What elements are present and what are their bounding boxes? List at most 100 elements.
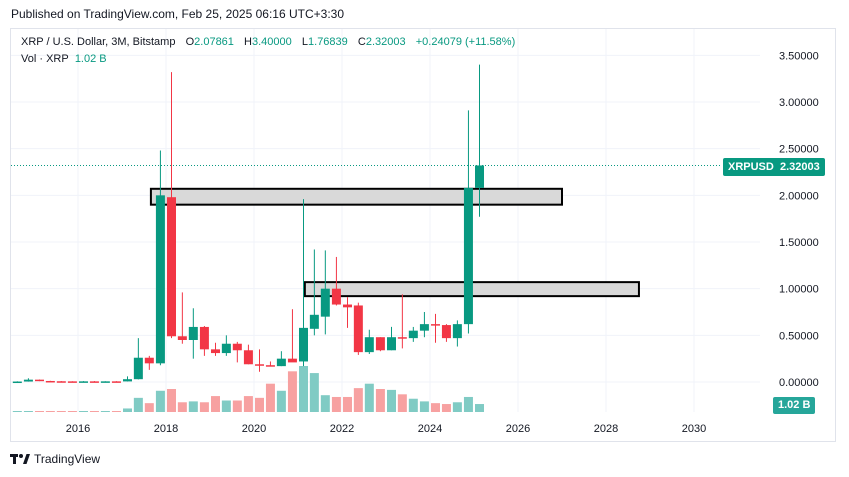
candle-body[interactable] [243,350,253,365]
low-label: L [301,36,309,48]
candles-layer [12,64,484,384]
candle-body[interactable] [45,380,55,383]
candle-body[interactable] [353,305,363,353]
candle-body[interactable] [100,381,110,383]
chart-legend: XRP / U.S. Dollar, 3M, Bitstamp O2.07861… [21,36,515,48]
volume-bar [12,411,22,412]
close-label: C [357,36,366,48]
volume-bar [397,394,407,412]
x-tick-label: 2024 [418,423,442,435]
x-tick-label: 2026 [506,423,530,435]
volume-bar [177,402,187,412]
candle-body[interactable] [419,324,429,331]
volume-bar [221,400,231,412]
volume-bar [211,396,220,412]
x-tick-label: 2028 [594,423,618,435]
low-value: 1.76839 [308,36,348,48]
candle-body[interactable] [265,365,275,367]
y-tick-label: 2.50000 [779,144,819,156]
x-tick-label: 2018 [154,423,178,435]
candle-body[interactable] [431,324,440,326]
volume-bar [265,383,275,412]
candle-body[interactable] [463,187,473,325]
candle-body[interactable] [23,379,33,382]
candle-body[interactable] [79,381,88,383]
volume-bar [441,404,451,412]
volume-bar [375,389,385,412]
candle-body[interactable] [375,337,385,351]
candle-body[interactable] [387,337,396,351]
volume-bar [79,411,88,412]
y-tick-label: 0.50000 [779,330,819,342]
candle-body[interactable] [67,381,77,383]
volume-bar [199,402,209,412]
candle-body[interactable] [255,364,264,366]
volume-bar [343,396,352,412]
candle-body[interactable] [408,330,418,339]
x-tick-label: 2020 [242,423,266,435]
candle-body[interactable] [167,197,176,337]
volume-bar [45,411,55,412]
candle-body[interactable] [475,165,484,188]
tradingview-logo-icon [10,453,30,465]
chart-frame[interactable] [10,28,836,442]
volume-bar [287,371,297,412]
volume-bar [452,402,462,412]
candle-body[interactable] [299,327,308,362]
candle-body[interactable] [211,349,220,354]
volume-bar [232,400,242,412]
zone-rectangle[interactable] [149,187,564,206]
candle-body[interactable] [177,336,187,340]
candle-body[interactable] [35,379,44,382]
published-note: Published on TradingView.com, Feb 25, 20… [11,7,344,21]
candle-body[interactable] [221,343,231,354]
footer-brand: TradingView [34,452,101,466]
volume-bar [419,401,429,412]
x-axis: 2016 2018 2020 2022 2024 2026 2028 2030 [66,423,706,435]
candle-body[interactable] [89,381,99,383]
candle-body[interactable] [452,324,462,339]
candle-body[interactable] [155,195,165,364]
volume-bar [123,408,132,412]
candle-body[interactable] [123,379,132,382]
candle-body[interactable] [320,288,330,317]
volume-bar [255,397,264,412]
x-tick-label: 2022 [330,423,354,435]
volume-bar [475,404,484,412]
candle-body[interactable] [133,357,143,380]
candle-body[interactable] [364,337,374,353]
candle-body[interactable] [12,381,22,384]
price-value: 2.32003 [779,161,820,173]
close-value: 2.32003 [365,36,406,48]
candle-body[interactable] [111,381,121,383]
candle-body[interactable] [309,314,319,329]
volume-bar [56,411,66,412]
change-value: +0.24079 (+11.58%) [415,36,516,48]
candle-body[interactable] [441,325,451,339]
candle-body[interactable] [232,343,242,351]
volume-bar [353,388,363,412]
symbol-title[interactable]: XRP / U.S. Dollar, 3M, Bitstamp [21,36,176,48]
volume-bar [133,397,143,412]
footer[interactable]: TradingView [10,452,100,466]
volume-bar [167,389,176,412]
volume-bars [12,366,484,412]
candle-body[interactable] [331,288,341,305]
volume-bar [188,401,198,412]
volume-bar [431,403,440,412]
volume-bar [155,390,165,412]
volume-bar [309,373,319,412]
candle-body[interactable] [397,337,407,339]
y-tick-label: 3.50000 [779,50,819,62]
candle-body[interactable] [199,326,209,350]
candle-body[interactable] [276,358,286,367]
candle-body[interactable] [343,304,352,308]
candle-body[interactable] [144,357,154,364]
volume-bar [408,398,418,412]
candle-body[interactable] [56,381,66,383]
volume-label: Vol · XRP [21,53,69,65]
candle-body[interactable] [287,358,297,363]
volume-bar [320,395,330,412]
candle-body[interactable] [188,326,198,340]
